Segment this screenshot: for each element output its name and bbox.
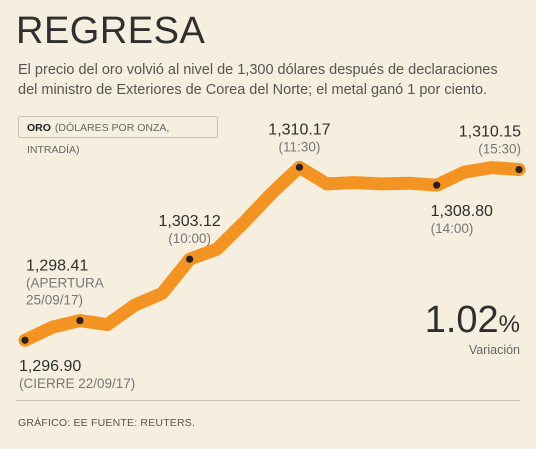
series-unit: (DÓLARES POR ONZA, INTRADÍA): [27, 122, 170, 156]
data-label-detail: (15:30): [478, 142, 521, 157]
data-point-marker: [515, 165, 523, 174]
data-label-value: 1,298.41: [26, 258, 88, 275]
chart-subtitle: El precio del oro volvió al nivel de 1,3…: [18, 62, 498, 98]
data-label-detail: (10:00): [168, 231, 211, 246]
data-label-value: 1,303.12: [159, 213, 221, 230]
data-label-detail: (CIERRE 22/09/17): [19, 376, 135, 391]
data-label-detail: (APERTURA: [26, 276, 104, 291]
variation-unit: %: [498, 311, 520, 338]
footer-divider: [16, 400, 520, 401]
series-name: ORO: [27, 122, 51, 134]
data-label-detail: 25/09/17): [26, 293, 83, 308]
data-point-marker: [433, 181, 441, 189]
data-point-marker: [21, 336, 29, 344]
data-label-value: 1,308.80: [431, 203, 493, 220]
data-label-detail: (14:00): [431, 221, 474, 236]
data-label-value: 1,310.17: [268, 121, 330, 138]
footer-credits: GRÁFICO: EE FUENTE: REUTERS.: [18, 417, 196, 429]
series-label-box: ORO (DÓLARES POR ONZA, INTRADÍA): [18, 116, 218, 156]
data-point-marker: [186, 255, 194, 263]
data-label-value: 1,310.15: [459, 124, 521, 141]
chart-title: REGRESA: [16, 10, 206, 52]
variation-stat: 1.02% Variación: [425, 300, 520, 357]
data-label-value: 1,296.90: [19, 358, 81, 375]
data-point-marker: [76, 316, 84, 325]
data-label-detail: (11:30): [279, 139, 321, 154]
data-point-marker: [295, 163, 304, 171]
variation-caption: Variación: [468, 343, 520, 357]
variation-value: 1.02: [424, 299, 499, 341]
